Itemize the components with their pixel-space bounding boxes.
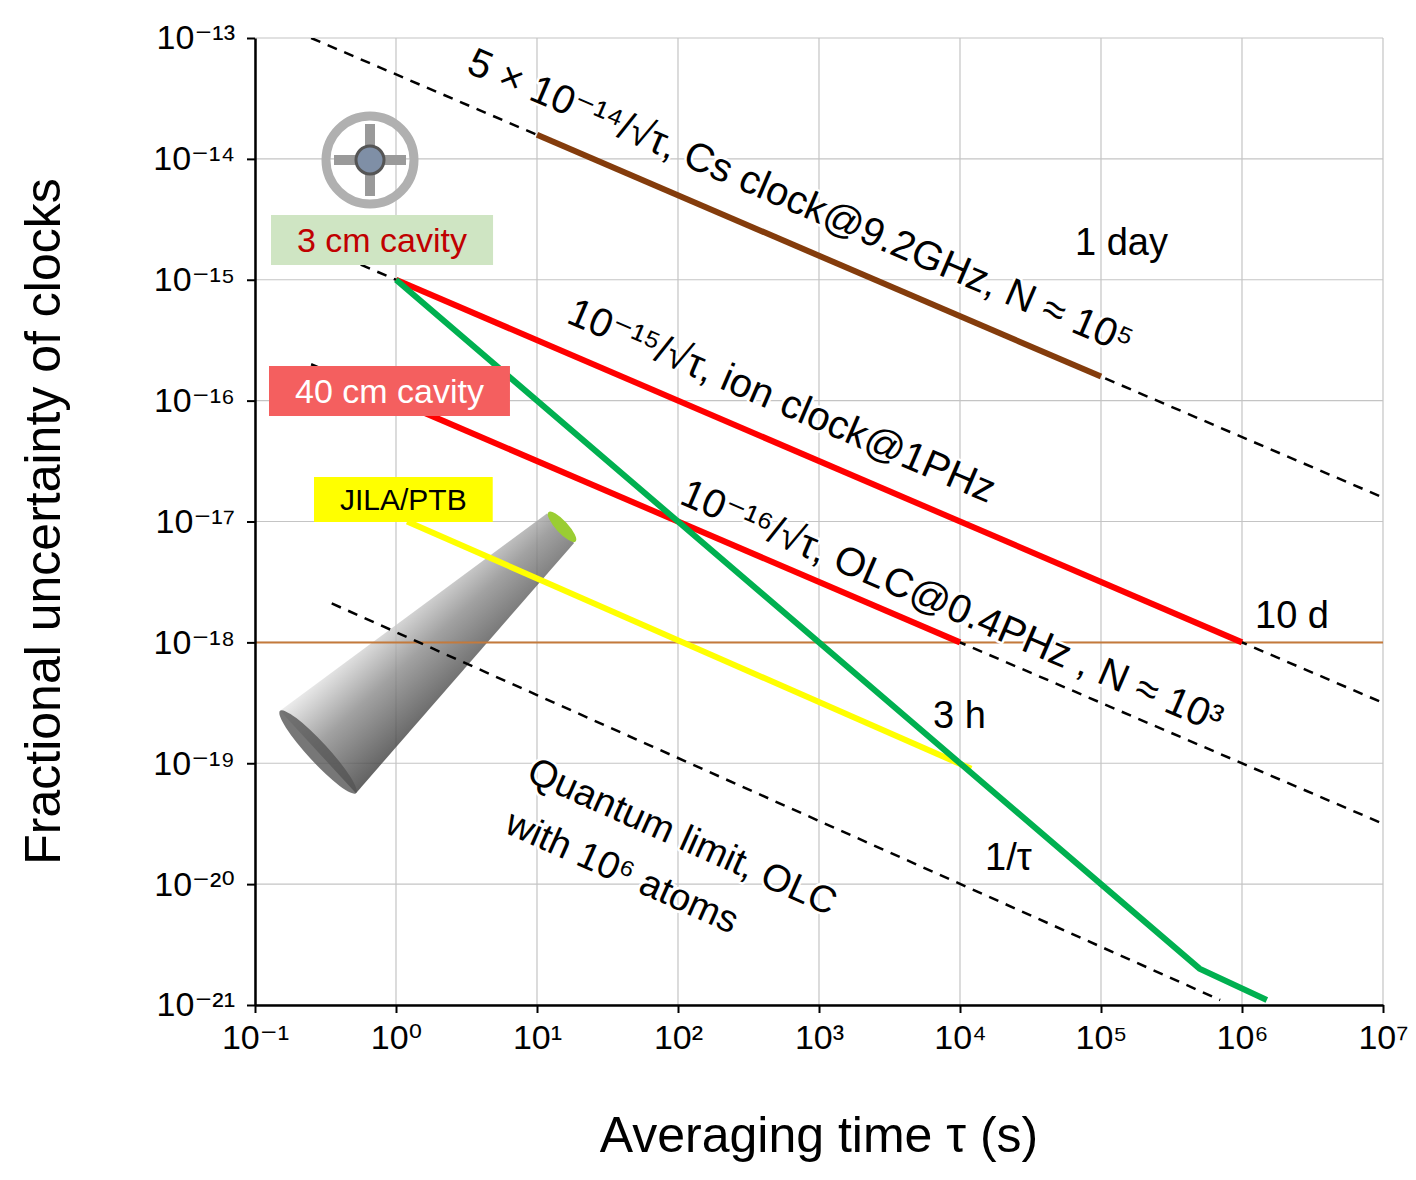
annotation-group: 1/τ [985,836,1032,878]
tick-mark [247,38,255,40]
annotation: 3 h [933,694,986,736]
annotations: 5 × 10⁻¹⁴/√τ, Cs clock@9.2GHz, N ≈ 10⁵10… [269,39,1329,941]
annotation: 1/τ [985,836,1032,878]
annotation: with 10⁶ atoms [499,801,745,942]
tick-mark [1101,1005,1103,1013]
tick: 10⁰ [371,1005,422,1056]
y-axis-title: Fractional uncertainty of clocks [15,178,71,864]
y-axis: 10⁻²¹ 10⁻²⁰ 10⁻¹⁹ 10⁻¹⁸ 10⁻¹⁷ 10⁻¹⁶ 10⁻¹⁵ 10⁻¹⁴… [153,18,255,1023]
annotation-group: 10⁻¹⁶/√τ, OLC@0.4PHz , N ≈ 10³ [675,470,1230,741]
tick: 10³ [795,1005,844,1056]
grid [255,38,1383,1005]
series-line [311,243,1383,702]
tick-mark [247,763,255,765]
tick-mark [678,1005,680,1013]
tick-label: 10¹ [513,1018,562,1056]
tick-mark [537,1005,539,1013]
tick-mark [247,521,255,523]
cavity-ring [326,116,414,204]
tick-label: 10⁻¹⁵ [154,260,235,298]
lattice-clock-icon [273,482,605,800]
cone-base [273,704,364,800]
annotation-group: 1 day [1075,221,1168,263]
annotation: 5 × 10⁻¹⁴/√τ, Cs clock@9.2GHz, N ≈ 10⁵ [462,39,1140,363]
x-axis-title: Averaging time τ (s) [600,1107,1038,1163]
tick: 10⁻¹⁸ [154,623,255,661]
tick-mark [247,400,255,402]
tick-label: 10⁻¹³ [157,18,235,56]
grid-line [255,279,1383,280]
annotation: 10⁻¹⁵/√τ, ion clock@1PHz [562,289,1003,511]
tick-label: 10⁵ [1076,1018,1128,1056]
tick-label: 10⁷ [1358,1018,1408,1056]
tick-label: 10⁻¹⁴ [153,139,235,177]
cavity-icon [326,116,414,204]
tick-label: 10⁻¹⁹ [153,744,235,782]
tick-mark [1242,1005,1244,1013]
tick-mark [247,279,255,281]
tick-label: 10⁻¹⁸ [154,623,235,661]
tick: 10⁷ [1358,1005,1408,1056]
tick: 10⁻¹⁴ [153,139,255,177]
plot-area [255,38,1383,1000]
cavity-core [356,146,384,174]
tick: 10⁻¹⁹ [153,744,255,782]
tick: 10⁻²⁰ [154,865,255,903]
tick: 10⁻¹³ [157,18,255,56]
tick: 10⁻¹⁶ [154,381,255,419]
tick: 10⁴ [934,1005,986,1056]
tick-mark [247,884,255,886]
annotation-group: 10⁻¹⁵/√τ, ion clock@1PHz [562,289,1003,511]
grid-line [255,158,1383,159]
annotation: 3 cm cavity [297,221,467,259]
label-background [269,366,510,416]
tick-label: 10⁻²¹ [157,985,235,1023]
chart: 10⁻¹10⁰10¹10²10³10⁴10⁵10⁶10⁷10⁻²¹10⁻²⁰10… [0,0,1416,1180]
tick-label: 10⁴ [934,1018,986,1056]
tick: 10² [654,1005,703,1056]
tick: 10⁻¹⁵ [154,260,255,298]
label-box: 40 cm cavity [269,366,510,416]
annotation: JILA/PTB [340,483,467,516]
tick-mark [247,1005,255,1007]
tick-label: 10⁶ [1217,1018,1269,1056]
label-box: JILA/PTB [314,477,493,522]
tick-label: 10⁻¹ [222,1018,289,1056]
label-box: 3 cm cavity [271,215,493,265]
tick: 10¹ [513,1005,562,1056]
tick: 10⁶ [1217,1005,1269,1056]
tick-mark [396,1005,398,1013]
tick-label: 10³ [795,1018,844,1056]
tick-mark [819,1005,821,1013]
annotation-group: with 10⁶ atoms [499,801,745,942]
tick-label: 10² [654,1018,703,1056]
cone-window [544,508,580,546]
label-background [314,477,493,522]
annotation: 10⁻¹⁶/√τ, OLC@0.4PHz , N ≈ 10³ [675,470,1230,741]
annotation: 40 cm cavity [295,372,484,410]
tick-mark [247,158,255,160]
annotation-group: 10 d [1255,594,1329,636]
tick-label: 10⁰ [371,1018,422,1056]
tick-mark [1383,1005,1385,1013]
label-background [271,215,493,265]
tick-label: 10⁻¹⁶ [154,381,235,419]
tick-label: 10⁻²⁰ [154,865,235,903]
tick-mark [247,642,255,644]
tick: 10⁻²¹ [157,985,255,1023]
grid-line [255,37,1383,38]
annotation-group: 5 × 10⁻¹⁴/√τ, Cs clock@9.2GHz, N ≈ 10⁵ [462,39,1140,363]
tick: 10⁻¹⁷ [156,502,255,540]
annotation: 1 day [1075,221,1168,263]
x-axis: 10⁻¹ 10⁰ 10¹ 10² 10³ 10⁴ 10⁵ 10⁶ 10⁷ [222,1005,1409,1056]
tick: 10⁵ [1076,1005,1128,1056]
annotation-group: 3 h [933,694,986,736]
annotation: 10 d [1255,594,1329,636]
tick-label: 10⁻¹⁷ [156,502,235,540]
tick-mark [960,1005,962,1013]
series-line [396,280,1267,1000]
grid-line [255,763,1383,764]
